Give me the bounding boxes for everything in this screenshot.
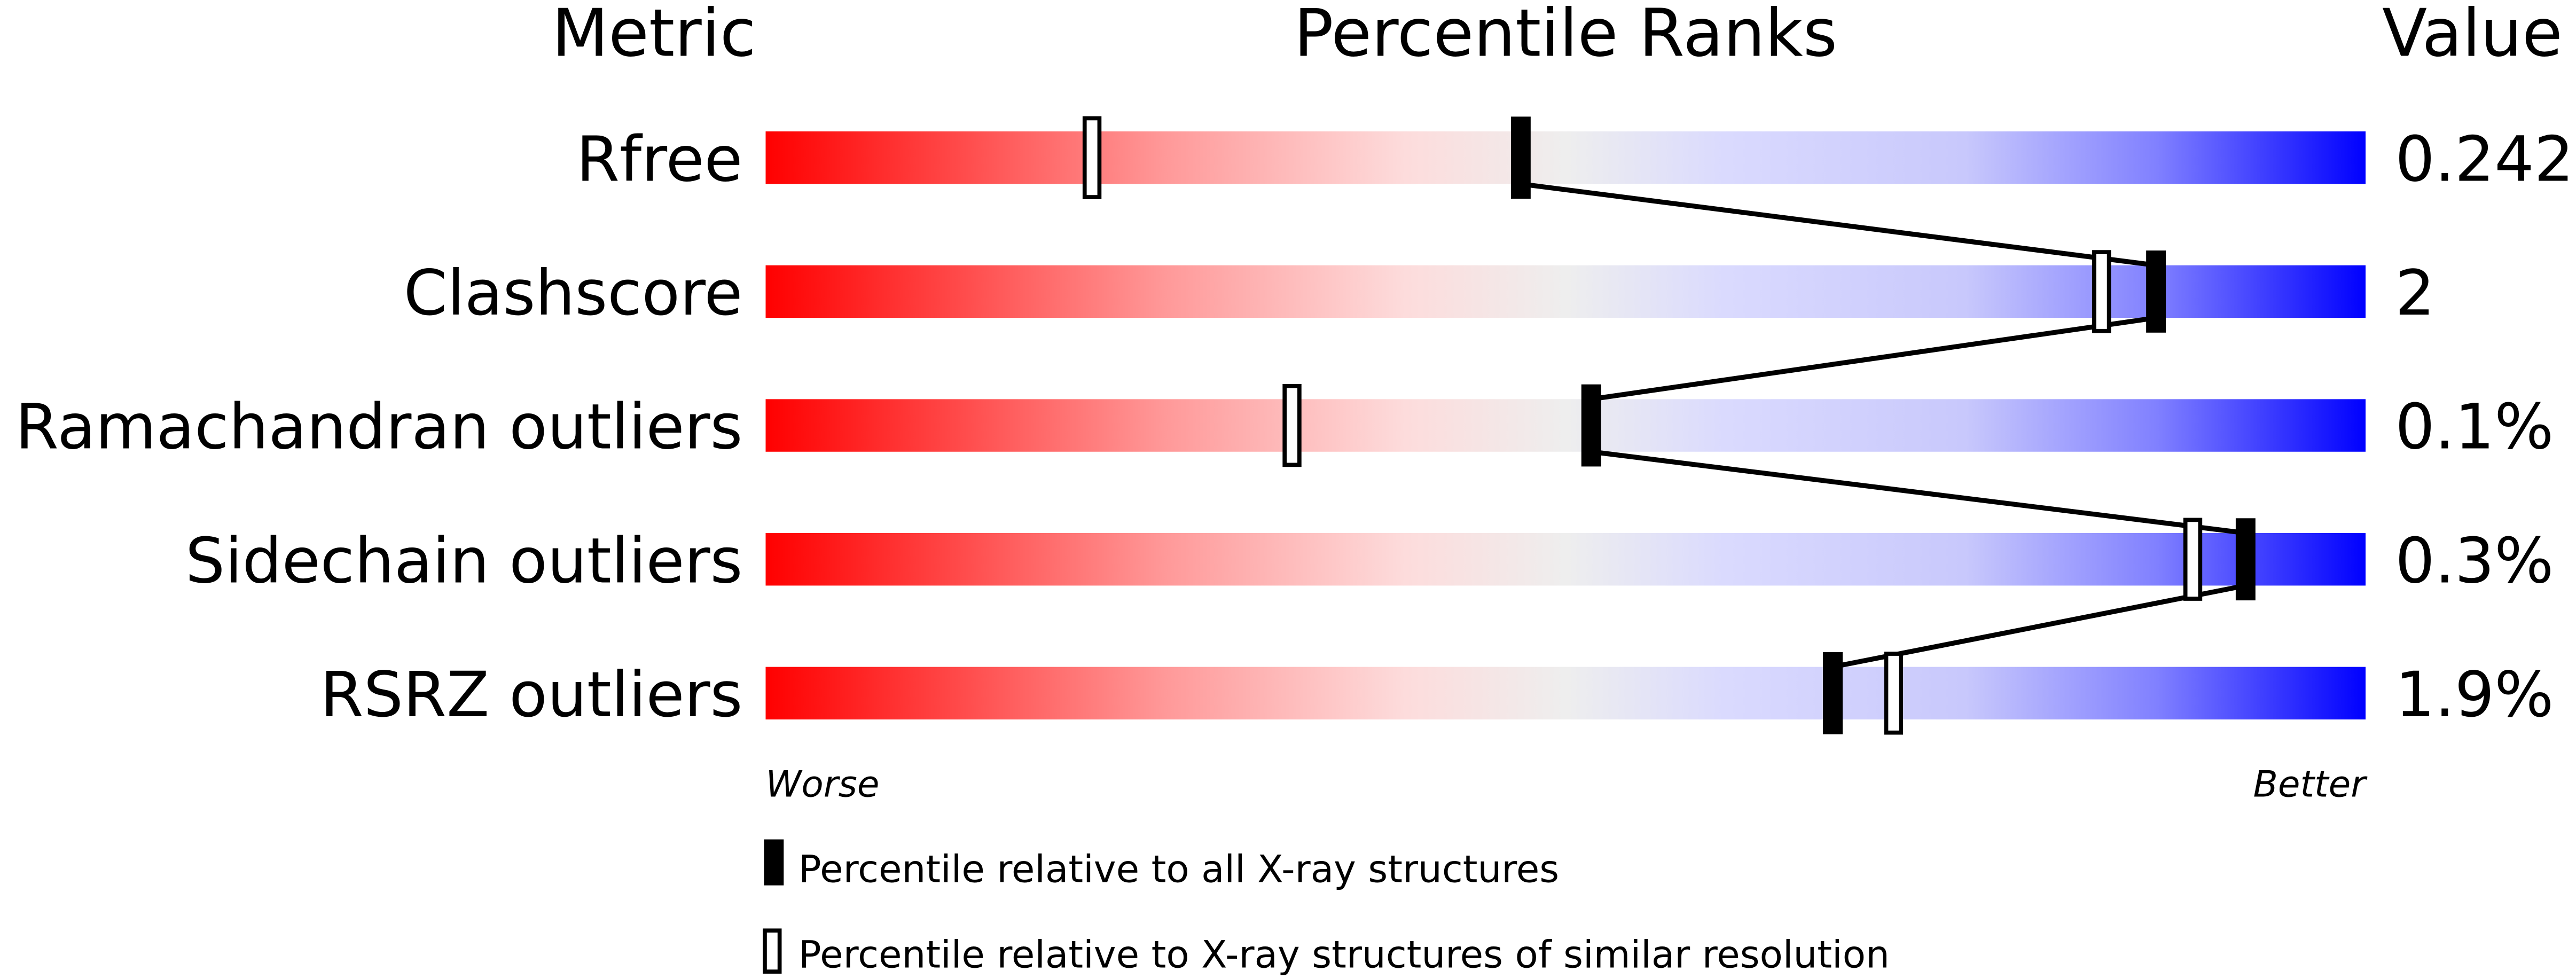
connector-line [1520,181,2157,268]
metric-label-ramachandran-outliers: Ramachandran outliers [15,391,743,464]
metric-label-rfree: Rfree [576,123,743,195]
legend-label-similar: Percentile relative to X-ray structures … [798,932,1890,976]
header-value: Value [2382,0,2563,72]
bar-rsrz-outliers [765,667,2366,720]
metric-label-sidechain-outliers: Sidechain outliers [185,524,742,597]
axis-label-better: Better [2253,763,2368,805]
marker-similar-clashscore [2092,250,2111,333]
bar-clashscore [765,265,2366,318]
marker-all-rsrz-outliers [1823,652,1843,734]
marker-all-clashscore [2146,250,2166,333]
legend-filled-marker [764,839,784,886]
bar-ramachandran-outliers [765,399,2366,452]
legend-open-marker [763,928,782,974]
connector-line [1591,449,2246,536]
metric-label-clashscore: Clashscore [404,257,743,330]
legend-label-all: Percentile relative to all X-ray structu… [798,847,1559,891]
metric-value-ramachandran-outliers: 0.1% [2395,391,2554,464]
metric-value-sidechain-outliers: 0.3% [2395,524,2554,597]
metric-label-rsrz-outliers: RSRZ outliers [320,659,743,731]
marker-all-ramachandran-outliers [1581,384,1601,467]
marker-similar-sidechain-outliers [2183,518,2203,601]
header-metric: Metric [552,0,756,72]
metric-value-rfree: 0.242 [2395,123,2574,195]
connector-line [1591,315,2157,402]
marker-similar-rfree [1082,116,1102,199]
marker-all-rfree [1510,116,1531,199]
marker-similar-ramachandran-outliers [1282,383,1302,467]
axis-label-worse: Worse [765,763,879,805]
marker-similar-rsrz-outliers [1884,652,1904,735]
header-percentile-ranks: Percentile Ranks [1294,0,1837,72]
metric-value-clashscore: 2 [2395,257,2434,330]
bar-sidechain-outliers [765,533,2366,586]
metric-value-rsrz-outliers: 1.9% [2395,659,2554,731]
bar-rfree [765,131,2366,184]
marker-all-sidechain-outliers [2235,518,2256,601]
